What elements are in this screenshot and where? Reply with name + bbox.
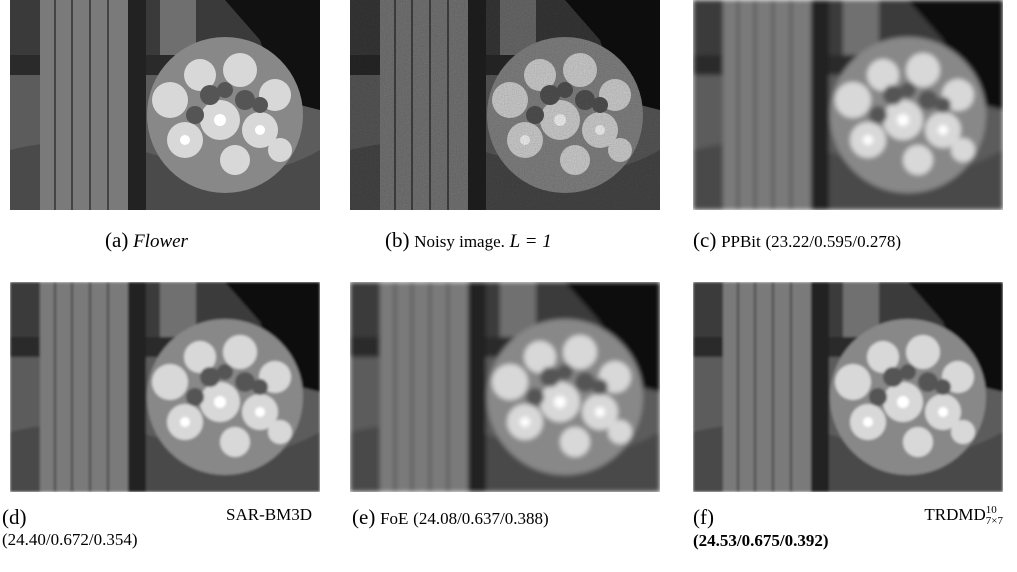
image-a xyxy=(10,0,320,210)
image-c xyxy=(693,0,1003,210)
caption-text: PPBit xyxy=(721,232,761,251)
caption-metrics: (23.22/0.595/0.278) xyxy=(766,232,902,251)
label: (a) xyxy=(105,228,128,252)
image-f xyxy=(693,282,1003,492)
caption-metrics: (24.40/0.672/0.354) xyxy=(2,530,312,550)
label: (c) xyxy=(693,228,716,252)
caption-a: (a) Flower xyxy=(105,228,188,253)
caption-text: Noisy image. xyxy=(414,232,505,251)
caption-text: FoE xyxy=(380,509,408,528)
label: (b) xyxy=(385,228,410,252)
image-e xyxy=(350,282,660,492)
caption-text: Flower xyxy=(133,231,188,252)
caption-metrics: (24.08/0.637/0.388) xyxy=(413,509,549,528)
caption-metrics: (24.53/0.675/0.392) xyxy=(693,531,829,550)
label: (d) xyxy=(2,505,27,530)
label: (f) xyxy=(693,505,714,530)
caption-c: (c) PPBit (23.22/0.595/0.278) xyxy=(693,228,901,253)
image-b xyxy=(350,0,660,210)
caption-d: (d) SAR-BM3D (24.40/0.672/0.354) xyxy=(2,505,312,550)
caption-text: TRDMD xyxy=(924,505,985,524)
caption-b: (b) Noisy image. L = 1 xyxy=(385,228,552,253)
label: (e) xyxy=(352,505,375,529)
caption-math: L = 1 xyxy=(510,231,552,252)
page: (a) Flower (b) Noisy image. L = 1 (c) PP… xyxy=(0,0,1017,572)
image-d xyxy=(10,282,320,492)
subscript: 7×7 xyxy=(986,516,1003,527)
caption-text: SAR-BM3D xyxy=(226,505,312,530)
caption-e: (e) FoE (24.08/0.637/0.388) xyxy=(352,505,549,530)
